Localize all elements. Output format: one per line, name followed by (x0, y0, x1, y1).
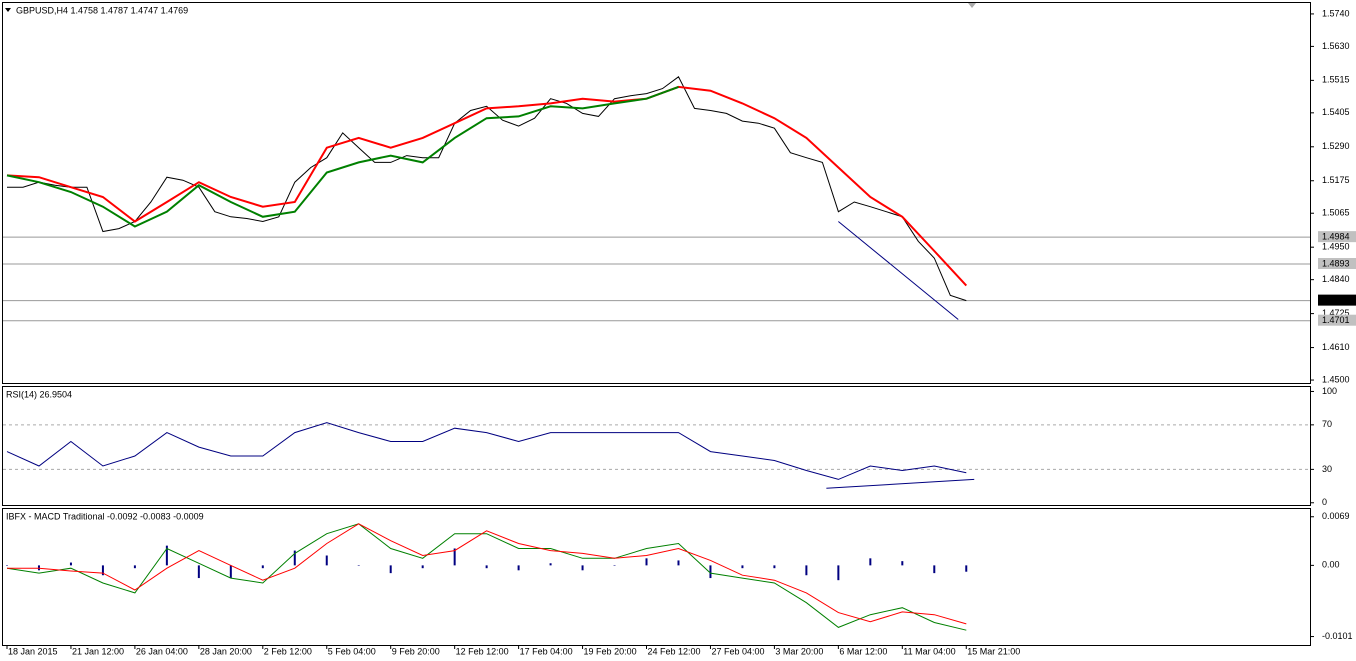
x-tick-label: 3 Mar 20:00 (775, 646, 823, 656)
histogram-bar (517, 565, 520, 571)
y-tick-label: 1.5065 (1322, 208, 1350, 218)
histogram-bar (5, 565, 8, 566)
histogram-bar (613, 565, 616, 566)
level-box (1318, 258, 1356, 270)
pane-title: IBFX - MACD Traditional -0.0092 -0.0083 … (6, 511, 204, 521)
trend-line (838, 221, 959, 320)
pane-title: GBPUSD,H4 1.4758 1.4787 1.4747 1.4769 (16, 5, 188, 15)
histogram-bar (709, 565, 712, 579)
x-tick-label: 12 Feb 12:00 (456, 646, 509, 656)
y-tick-label: 1.5740 (1322, 8, 1350, 18)
y-tick-label: 1.5290 (1322, 141, 1350, 151)
histogram-bar (773, 565, 776, 569)
x-tick-label: 6 Mar 12:00 (839, 646, 887, 656)
x-tick-label: 2 Feb 12:00 (264, 646, 312, 656)
histogram-bar (869, 558, 872, 566)
series-line (6, 85, 968, 287)
shift-marker (968, 3, 976, 8)
histogram-bar (453, 548, 456, 566)
histogram-bar (581, 565, 584, 571)
histogram-bar (101, 565, 104, 576)
y-tick-label: 1.5515 (1322, 75, 1350, 85)
y-tick-label: 1.5630 (1322, 41, 1350, 51)
series-line (7, 76, 967, 302)
histogram-bar (837, 565, 840, 581)
y-tick-label: 1.4950 (1322, 242, 1350, 252)
y-tick-label: 1.4610 (1322, 342, 1350, 352)
y-tick-label: 0 (1322, 497, 1327, 507)
x-tick-label: 21 Jan 12:00 (72, 646, 124, 656)
y-tick-label: 0.00 (1322, 560, 1340, 570)
y-tick-label: 1.4840 (1322, 274, 1350, 284)
x-tick-label: 28 Jan 20:00 (200, 646, 252, 656)
histogram-bar (421, 565, 424, 569)
y-tick-label: 1.5175 (1322, 175, 1350, 185)
x-tick-label: 18 Jan 2015 (8, 646, 58, 656)
level-label: 1.4984 (1322, 232, 1350, 242)
series-line (7, 523, 967, 625)
current-label: 1.4769 (1322, 295, 1350, 305)
histogram-bar (805, 565, 808, 576)
main-pane (2, 2, 1311, 384)
x-tick-label: 11 Mar 04:00 (903, 646, 955, 656)
histogram-bar (69, 562, 72, 566)
y-tick-label: -0.0101 (1322, 631, 1353, 641)
histogram-bar (965, 565, 968, 572)
series-line (6, 85, 679, 228)
macd-pane (2, 508, 1311, 646)
level-label: 1.4893 (1322, 258, 1350, 268)
series-line (6, 523, 967, 631)
histogram-bar (357, 565, 360, 566)
trend-line (826, 478, 975, 489)
pane-title: RSI(14) 26.9504 (6, 389, 72, 399)
histogram-bar (229, 565, 232, 579)
histogram-bar (645, 558, 648, 566)
x-tick-label: 17 Feb 04:00 (520, 646, 573, 656)
histogram-bar (165, 545, 168, 566)
x-tick-label: 24 Feb 12:00 (648, 646, 701, 656)
menu-arrow (5, 8, 11, 12)
histogram-bar (933, 565, 936, 574)
y-tick-label: 1.5405 (1322, 107, 1350, 117)
rsi-pane (2, 386, 1311, 506)
series-line (6, 422, 967, 480)
histogram-bar (485, 565, 488, 569)
histogram-bar (197, 565, 200, 579)
x-tick-label: 9 Feb 20:00 (392, 646, 440, 656)
x-tick-label: 5 Feb 04:00 (328, 646, 376, 656)
histogram-bar (133, 565, 136, 569)
y-tick-label: 1.4500 (1322, 374, 1350, 384)
histogram-bar (741, 565, 744, 569)
level-box (1318, 231, 1356, 243)
level-label: 1.4701 (1322, 315, 1350, 325)
y-tick-label: 30 (1322, 464, 1332, 474)
histogram-bar (549, 563, 552, 566)
current-box (1318, 294, 1356, 306)
x-tick-label: 26 Jan 04:00 (136, 646, 188, 656)
y-tick-label: 1.4725 (1322, 308, 1350, 318)
x-tick-label: 27 Feb 04:00 (711, 646, 764, 656)
y-tick-label: 0.0069 (1322, 511, 1350, 521)
x-tick-label: 19 Feb 20:00 (584, 646, 637, 656)
y-tick-label: 70 (1322, 419, 1332, 429)
histogram-bar (325, 555, 328, 566)
level-box (1318, 314, 1356, 326)
histogram-bar (293, 550, 296, 566)
y-tick-label: 100 (1322, 386, 1337, 396)
histogram-bar (677, 560, 680, 566)
histogram-bar (389, 565, 392, 574)
x-tick-label: 15 Mar 21:00 (967, 646, 1020, 656)
histogram-bar (901, 561, 904, 566)
histogram-bar (261, 565, 264, 569)
